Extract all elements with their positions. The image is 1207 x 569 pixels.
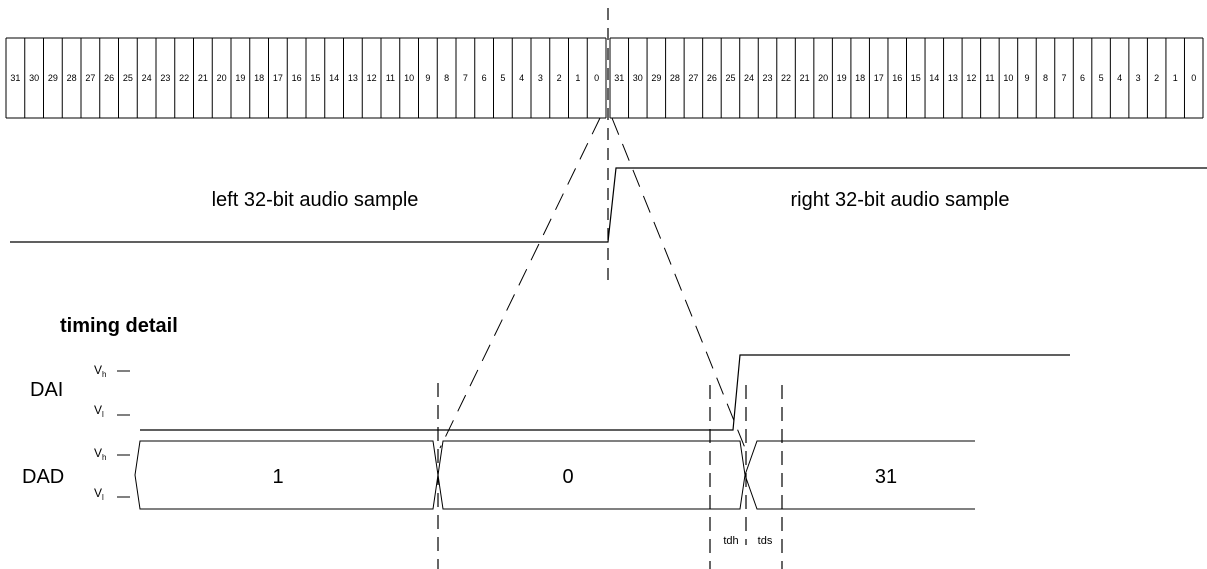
left-bit-label: 5 [500, 73, 505, 83]
left-bit-label: 29 [48, 73, 58, 83]
tdh-label: tdh [723, 535, 738, 547]
bit-cell-row: 31 30 29 28 27 26 25 24 23 22 21 20 19 18 17 16 15 14 13 12… [5, 37, 1204, 119]
left-bit-label: 27 [85, 73, 95, 83]
right-bit-label: 6 [1080, 73, 1085, 83]
left-sample-label: left 32-bit audio sample [212, 189, 419, 211]
dad-value-31: 31 [875, 466, 897, 488]
right-bit-label: 11 [985, 73, 994, 83]
left-bit-label: 10 [404, 73, 414, 83]
zoom-line-right [611, 117, 746, 449]
right-bit-label: 3 [1136, 73, 1141, 83]
right-bit-label: 15 [911, 73, 921, 83]
right-bit-label: 1 [1173, 73, 1178, 83]
left-bit-label: 26 [104, 73, 114, 83]
right-bit-label: 24 [744, 73, 754, 83]
right-bit-label: 22 [781, 73, 791, 83]
right-bit-label: 29 [651, 73, 661, 83]
dai-waveform [140, 354, 1070, 431]
left-bit-label: 14 [329, 73, 339, 83]
right-bit-label: 5 [1099, 73, 1104, 83]
left-bit-label: 11 [386, 73, 395, 83]
left-bit-label: 16 [292, 73, 302, 83]
left-bit-label: 20 [217, 73, 227, 83]
left-bit-label: 2 [557, 73, 562, 83]
left-bit-label: 7 [463, 73, 468, 83]
dad-cell-0 [437, 440, 746, 510]
right-bit-label: 8 [1043, 73, 1048, 83]
right-bit-label: 28 [670, 73, 680, 83]
right-sample-label: right 32-bit audio sample [790, 189, 1009, 211]
dai-signal-label: DAI [30, 379, 63, 401]
right-bit-label: 12 [966, 73, 976, 83]
dad-value-0: 0 [562, 466, 573, 488]
left-bit-label: 9 [425, 73, 430, 83]
dad-signal-label: DAD [22, 466, 64, 488]
right-bit-label: 21 [800, 73, 810, 83]
right-bit-label: 26 [707, 73, 717, 83]
dad-cell-31 [744, 440, 975, 510]
dai-vl-label: Vl [94, 403, 104, 419]
left-bit-label: 22 [179, 73, 189, 83]
right-bit-label: 18 [855, 73, 865, 83]
left-bit-label: 0 [594, 73, 599, 83]
left-bit-label: 18 [254, 73, 264, 83]
right-bit-label: 7 [1062, 73, 1067, 83]
right-bit-label: 9 [1024, 73, 1029, 83]
right-bit-label: 0 [1191, 73, 1196, 83]
zoom-line-left [439, 117, 601, 449]
left-bit-label: 3 [538, 73, 543, 83]
right-bit-label: 30 [633, 73, 643, 83]
right-bit-label: 2 [1154, 73, 1159, 83]
left-bit-label: 25 [123, 73, 133, 83]
left-bit-label: 4 [519, 73, 524, 83]
left-bit-label: 28 [67, 73, 77, 83]
left-bit-label: 30 [29, 73, 39, 83]
right-bit-label: 10 [1003, 73, 1013, 83]
right-bit-label: 16 [892, 73, 902, 83]
right-bit-label: 23 [763, 73, 773, 83]
left-bit-label: 19 [235, 73, 245, 83]
left-bit-label: 24 [142, 73, 152, 83]
right-bit-label: 17 [874, 73, 884, 83]
right-bit-label: 4 [1117, 73, 1122, 83]
left-bit-label: 12 [367, 73, 377, 83]
right-bit-label: 25 [725, 73, 735, 83]
left-bit-label: 15 [310, 73, 320, 83]
left-bit-label: 8 [444, 73, 449, 83]
tds-label: tds [758, 535, 773, 547]
dad-value-1: 1 [272, 466, 283, 488]
dad-vh-label: Vh [94, 446, 106, 462]
right-bit-label: 13 [948, 73, 958, 83]
dad-cell-1 [134, 440, 439, 510]
left-bit-label: 21 [198, 73, 208, 83]
lr-clock-waveform [10, 167, 1207, 243]
dad-vl-label: Vl [94, 486, 104, 502]
left-bit-label: 6 [482, 73, 487, 83]
right-bit-label: 27 [688, 73, 698, 83]
right-bit-label: 20 [818, 73, 828, 83]
right-bit-label: 31 [614, 73, 624, 83]
timing-detail-title: timing detail [60, 315, 178, 337]
dai-vh-label: Vh [94, 363, 106, 379]
left-bit-label: 17 [273, 73, 283, 83]
right-bit-label: 14 [929, 73, 939, 83]
left-bit-label: 1 [575, 73, 580, 83]
left-bit-label: 23 [160, 73, 170, 83]
right-bit-label: 19 [837, 73, 847, 83]
left-bit-label: 13 [348, 73, 358, 83]
left-bit-label: 31 [10, 73, 20, 83]
